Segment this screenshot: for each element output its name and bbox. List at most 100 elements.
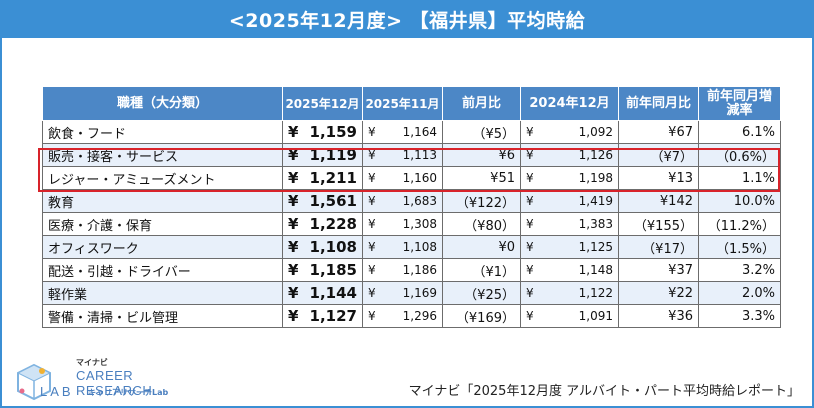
table-body: 飲食・フード ¥1,159 ¥1,164 （¥5） ¥1,092 ¥67 6.1% 販売・接客… (42, 120, 781, 328)
yen-symbol: ¥ (526, 263, 534, 277)
dec2024-cell-value: 1,125 (578, 240, 613, 254)
dec2025-cell: ¥1,159 (282, 120, 363, 144)
dec2025-cell: ¥1,108 (282, 235, 363, 259)
nov2025-cell-value: 1,169 (402, 286, 437, 300)
yoy-cell: ¥67 (618, 120, 699, 144)
mom-cell: （¥1） (442, 258, 521, 282)
nov2025-cell: ¥1,113 (362, 143, 443, 167)
dec2024-cell: ¥1,125 (520, 235, 619, 259)
yen-symbol: ¥ (368, 217, 376, 231)
category-cell: オフィスワーク (42, 235, 283, 259)
yen-symbol: ¥ (526, 309, 534, 323)
yen-symbol: ¥ (526, 171, 534, 185)
mom-cell: （¥80） (442, 212, 521, 236)
dec2024-cell: ¥1,122 (520, 281, 619, 305)
yoy-rate-cell: （1.5%） (698, 235, 781, 259)
source-citation: マイナビ「2025年12月度 アルバイト・パート平均時給レポート」 (408, 384, 800, 399)
dec2025-cell: ¥1,561 (282, 189, 363, 213)
yen-symbol: ¥ (368, 194, 376, 208)
page-title: <2025年12月度> 【福井県】平均時給 (0, 0, 814, 38)
dec2025-cell: ¥1,119 (282, 143, 363, 167)
yen-symbol: ¥ (526, 240, 534, 254)
yen-symbol: ¥ (526, 148, 534, 162)
yen-symbol: ¥ (288, 146, 299, 164)
dec2024-cell-value: 1,383 (578, 217, 613, 231)
yoy-rate-cell: 3.3% (698, 304, 781, 328)
nov2025-cell-value: 1,164 (402, 125, 437, 139)
dec2025-cell-value: 1,144 (309, 284, 357, 302)
category-cell: 販売・接客・サービス (42, 143, 283, 167)
yen-symbol: ¥ (368, 309, 376, 323)
yen-symbol: ¥ (368, 240, 376, 254)
mom-cell: ¥51 (442, 166, 521, 190)
yen-symbol: ¥ (526, 286, 534, 300)
yoy-cell: ¥37 (618, 258, 699, 282)
dec2024-cell-value: 1,122 (578, 286, 613, 300)
yen-symbol: ¥ (288, 192, 299, 210)
table-row: 配送・引越・ドライバー ¥1,185 ¥1,186 （¥1） ¥1,148 ¥37 3.2% (42, 258, 781, 282)
dec2024-cell-value: 1,126 (578, 148, 613, 162)
col-header-dec2024: 2024年12月 (520, 86, 619, 121)
col-header-mom: 前月比 (442, 86, 521, 121)
mom-cell: （¥25） (442, 281, 521, 305)
yen-symbol: ¥ (526, 217, 534, 231)
yoy-rate-cell: （11.2%） (698, 212, 781, 236)
yoy-rate-cell: 3.2% (698, 258, 781, 282)
mom-cell: （¥5） (442, 120, 521, 144)
nov2025-cell: ¥1,296 (362, 304, 443, 328)
col-header-yoy-rate: 前年同月増減率 (698, 86, 781, 121)
mom-cell: ¥6 (442, 143, 521, 167)
yen-symbol: ¥ (526, 125, 534, 139)
career-research-lab-logo: マイナビ CAREER RESEARCH LAB キャリアリサーチLab (12, 357, 202, 403)
category-cell: 医療・介護・保育 (42, 212, 283, 236)
mom-cell: （¥122） (442, 189, 521, 213)
nov2025-cell-value: 1,296 (402, 309, 437, 323)
nov2025-cell: ¥1,308 (362, 212, 443, 236)
yen-symbol: ¥ (526, 194, 534, 208)
yen-symbol: ¥ (368, 263, 376, 277)
dec2025-cell-value: 1,108 (309, 238, 357, 256)
dec2025-cell-value: 1,159 (309, 123, 357, 141)
yoy-rate-cell: 1.1% (698, 166, 781, 190)
nov2025-cell-value: 1,160 (402, 171, 437, 185)
dec2025-cell: ¥1,211 (282, 166, 363, 190)
dec2025-cell: ¥1,185 (282, 258, 363, 282)
logo-subtitle: キャリアリサーチLab (88, 388, 169, 397)
dec2025-cell-value: 1,561 (309, 192, 357, 210)
dec2025-cell-value: 1,228 (309, 215, 357, 233)
dec2024-cell: ¥1,419 (520, 189, 619, 213)
yoy-cell: （¥7） (618, 143, 699, 167)
yoy-cell: ¥142 (618, 189, 699, 213)
nov2025-cell: ¥1,186 (362, 258, 443, 282)
dec2024-cell: ¥1,198 (520, 166, 619, 190)
dec2025-cell-value: 1,119 (309, 146, 357, 164)
dec2025-cell: ¥1,228 (282, 212, 363, 236)
category-cell: 軽作業 (42, 281, 283, 305)
yen-symbol: ¥ (288, 169, 299, 187)
table-row: レジャー・アミューズメント ¥1,211 ¥1,160 ¥51 ¥1,198 ¥13 1.1… (42, 166, 781, 190)
yen-symbol: ¥ (288, 215, 299, 233)
yen-symbol: ¥ (368, 148, 376, 162)
category-cell: 飲食・フード (42, 120, 283, 144)
nov2025-cell: ¥1,108 (362, 235, 443, 259)
col-header-category: 職種（大分類） (42, 86, 283, 121)
table-row: 飲食・フード ¥1,159 ¥1,164 （¥5） ¥1,092 ¥67 6.1% (42, 120, 781, 144)
category-cell: 警備・清掃・ビル管理 (42, 304, 283, 328)
col-header-dec2025: 2025年12月 (282, 86, 363, 121)
yen-symbol: ¥ (288, 123, 299, 141)
yoy-cell: （¥155） (618, 212, 699, 236)
category-cell: 教育 (42, 189, 283, 213)
category-cell: レジャー・アミューズメント (42, 166, 283, 190)
dec2024-cell: ¥1,092 (520, 120, 619, 144)
col-header-yoy-rate-text: 前年同月増減率 (706, 88, 772, 118)
yen-symbol: ¥ (288, 307, 299, 325)
logo-line1: CAREER RESEARCH (76, 368, 153, 398)
dec2024-cell-value: 1,092 (578, 125, 613, 139)
wage-table: 職種（大分類） 2025年12月 2025年11月 前月比 2024年12月 前… (42, 86, 781, 328)
yoy-cell: ¥13 (618, 166, 699, 190)
category-cell: 配送・引越・ドライバー (42, 258, 283, 282)
dec2024-cell: ¥1,383 (520, 212, 619, 236)
nov2025-cell-value: 1,186 (402, 263, 437, 277)
nov2025-cell: ¥1,683 (362, 189, 443, 213)
yoy-cell: （¥17） (618, 235, 699, 259)
